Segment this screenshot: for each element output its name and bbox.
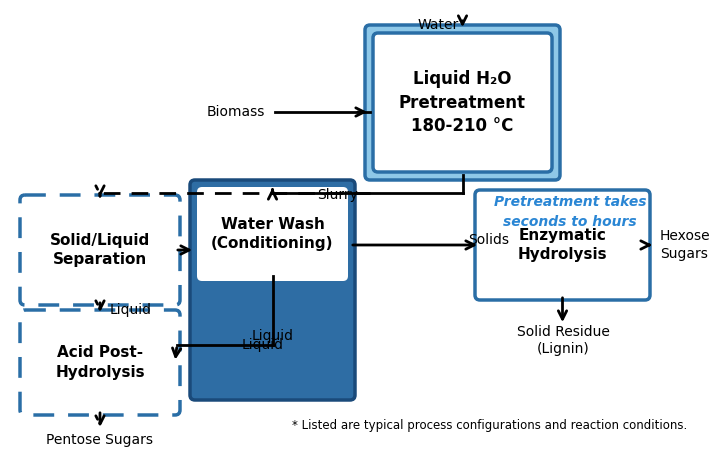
Text: Solid/Liquid
Separation: Solid/Liquid Separation — [50, 233, 150, 267]
Text: * Listed are typical process configurations and reaction conditions.: * Listed are typical process configurati… — [292, 419, 688, 432]
Text: Acid Post-
Hydrolysis: Acid Post- Hydrolysis — [55, 345, 145, 380]
Text: Water: Water — [418, 18, 459, 32]
Text: Slurry: Slurry — [317, 188, 358, 202]
FancyBboxPatch shape — [373, 33, 552, 172]
Text: Liquid: Liquid — [110, 303, 152, 317]
Text: Biomass: Biomass — [207, 105, 265, 119]
Text: Liquid: Liquid — [251, 329, 294, 343]
Text: Solid Residue
(Lignin): Solid Residue (Lignin) — [516, 325, 609, 356]
Text: Hexose
Sugars: Hexose Sugars — [660, 230, 711, 261]
Text: Pretreatment takes
seconds to hours: Pretreatment takes seconds to hours — [494, 195, 647, 229]
Text: Enzymatic
Hydrolysis: Enzymatic Hydrolysis — [518, 228, 607, 262]
FancyBboxPatch shape — [190, 180, 355, 400]
FancyBboxPatch shape — [197, 187, 348, 281]
Text: Pentose Sugars: Pentose Sugars — [47, 433, 153, 447]
FancyBboxPatch shape — [20, 195, 180, 305]
FancyBboxPatch shape — [475, 190, 650, 300]
Text: Liquid H₂O
Pretreatment
180-210 °C: Liquid H₂O Pretreatment 180-210 °C — [399, 70, 526, 135]
FancyBboxPatch shape — [20, 310, 180, 415]
FancyBboxPatch shape — [365, 25, 560, 180]
Text: Solids: Solids — [468, 233, 509, 247]
Text: Water Wash
(Conditioning): Water Wash (Conditioning) — [211, 216, 334, 251]
Text: Liquid: Liquid — [242, 338, 284, 352]
